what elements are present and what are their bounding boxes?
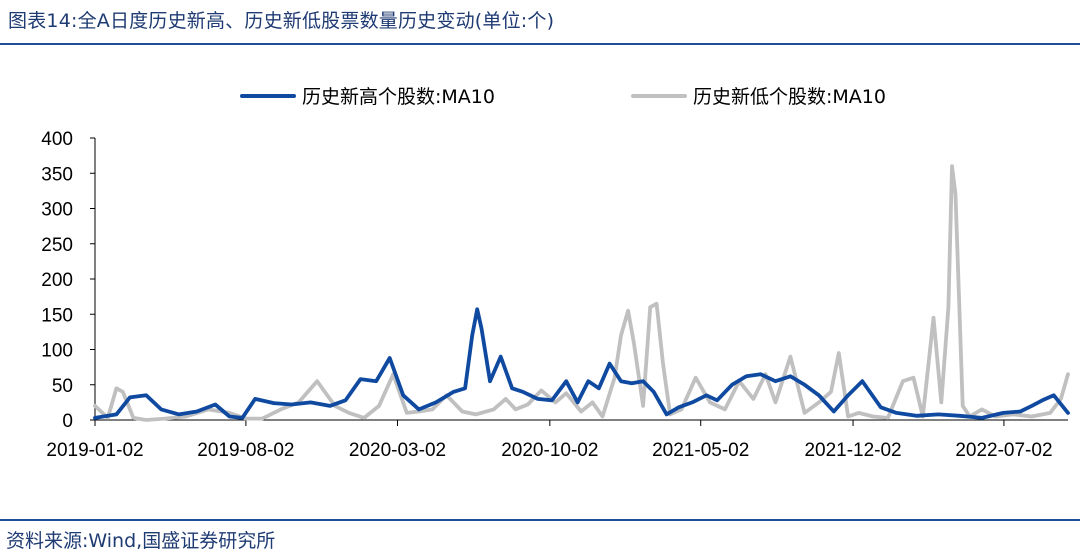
series-layer [93, 164, 1070, 422]
series-line-new-low [93, 164, 1070, 422]
y-tick-label: 200 [41, 270, 73, 291]
x-tick-label: 2022-07-02 [955, 440, 1052, 461]
y-tick-label: 0 [62, 411, 73, 432]
y-tick-label: 50 [52, 376, 73, 397]
y-tick-label: 400 [41, 129, 73, 150]
x-tick-label: 2020-03-02 [349, 440, 446, 461]
y-tick-label: 350 [41, 164, 73, 185]
x-tick-label: 2020-10-02 [501, 440, 598, 461]
chart-area: 历史新高个股数:MA10 历史新低个股数:MA10 0 50 100 150 200 250… [41, 86, 1070, 461]
chart-legend: 历史新高个股数:MA10 历史新低个股数:MA10 [240, 86, 886, 108]
x-tick-label: 2021-05-02 [652, 440, 749, 461]
y-axis: 0 50 100 150 200 250 300 350 400 [41, 129, 96, 432]
x-tick-label: 2019-08-02 [197, 440, 294, 461]
series-line-new-high [93, 307, 1070, 420]
y-tick-label: 300 [41, 200, 73, 221]
legend-label-new-low: 历史新低个股数:MA10 [693, 86, 886, 108]
legend-label-new-high: 历史新高个股数:MA10 [302, 86, 495, 108]
chart-title: 图表14:全A日度历史新高、历史新低股票数量历史变动(单位:个) [8, 10, 555, 32]
source-note: 资料来源:Wind,国盛证券研究所 [6, 530, 276, 552]
y-tick-label: 150 [41, 305, 73, 326]
x-tick-label: 2021-12-02 [804, 440, 901, 461]
title-divider [0, 43, 1080, 45]
y-tick-label: 250 [41, 235, 73, 256]
y-tick-label: 100 [41, 341, 73, 362]
x-axis: 2019-01-02 2019-08-02 2020-03-02 2020-10-02… [46, 419, 1068, 461]
x-tick-label: 2019-01-02 [46, 440, 143, 461]
footer-divider [0, 519, 1080, 521]
